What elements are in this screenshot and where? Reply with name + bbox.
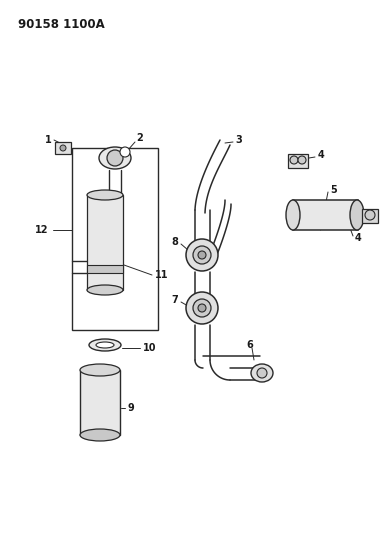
- Bar: [87, 265, 123, 273]
- Text: 5: 5: [330, 185, 337, 195]
- Text: 3: 3: [235, 135, 242, 145]
- Ellipse shape: [96, 342, 114, 348]
- Circle shape: [257, 368, 267, 378]
- Ellipse shape: [99, 147, 131, 169]
- Circle shape: [193, 246, 211, 264]
- Text: 6: 6: [246, 340, 254, 350]
- Text: 9: 9: [128, 403, 135, 413]
- Bar: [288, 154, 308, 168]
- Bar: [293, 200, 358, 230]
- Ellipse shape: [80, 364, 120, 376]
- Circle shape: [298, 156, 306, 164]
- Text: 10: 10: [143, 343, 156, 353]
- Text: 4: 4: [318, 150, 325, 160]
- Ellipse shape: [87, 190, 123, 200]
- Circle shape: [60, 145, 66, 151]
- Ellipse shape: [89, 339, 121, 351]
- Text: 90158 1100A: 90158 1100A: [18, 18, 105, 31]
- Bar: [87, 195, 123, 290]
- Text: 4: 4: [355, 233, 362, 243]
- Ellipse shape: [251, 364, 273, 382]
- Text: 7: 7: [172, 295, 178, 305]
- Text: 12: 12: [35, 225, 49, 235]
- Circle shape: [186, 292, 218, 324]
- Circle shape: [186, 239, 218, 271]
- Ellipse shape: [286, 200, 300, 230]
- Circle shape: [107, 150, 123, 166]
- Circle shape: [193, 299, 211, 317]
- Bar: [55, 142, 71, 154]
- Circle shape: [120, 147, 130, 157]
- Ellipse shape: [80, 429, 120, 441]
- Bar: [362, 209, 378, 223]
- Text: 8: 8: [172, 237, 179, 247]
- Text: 2: 2: [136, 133, 144, 143]
- Bar: [72, 148, 158, 330]
- Ellipse shape: [87, 285, 123, 295]
- Circle shape: [198, 304, 206, 312]
- Circle shape: [365, 210, 375, 220]
- Circle shape: [198, 251, 206, 259]
- Text: 11: 11: [155, 270, 168, 280]
- Circle shape: [290, 156, 298, 164]
- Bar: [80, 370, 120, 435]
- Ellipse shape: [350, 200, 364, 230]
- Text: 1: 1: [44, 135, 51, 145]
